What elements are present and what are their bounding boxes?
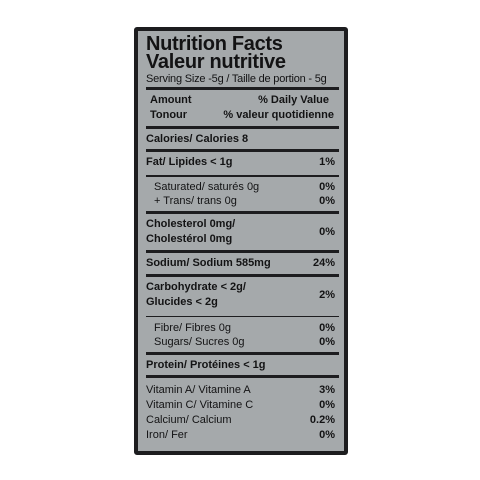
- protein-label: Protein/ Protéines < 1g: [146, 359, 266, 371]
- divider-thick: [146, 249, 339, 253]
- saturated-row: Saturated/ saturés 0g 0%: [146, 177, 339, 194]
- header-row-english: Amount % Daily Value: [146, 90, 339, 108]
- divider-thick: [146, 149, 339, 152]
- trans-label: + Trans/ trans 0g: [154, 194, 237, 207]
- fat-label: Fat/ Lipides < 1g: [146, 156, 233, 168]
- cholesterol-row: Cholesterol 0mg/ Cholestérol 0mg 0%: [146, 214, 339, 250]
- divider: [146, 315, 339, 317]
- divider-thick: [146, 126, 339, 129]
- header-row-french: Tonour % valeur quotidienne: [146, 108, 339, 126]
- vitamin-a-dv: 3%: [319, 384, 335, 396]
- fibre-dv: 0%: [319, 322, 335, 334]
- sodium-label: Sodium/ Sodium 585mg: [146, 256, 271, 269]
- calories-label: Calories/ Calories 8: [146, 133, 249, 145]
- divider-thick: [146, 273, 339, 277]
- valeur-quotidienne-label: % valeur quotidienne: [223, 109, 334, 121]
- vitamins-block: Vitamin A/ Vitamine A Vitamin C/ Vitamin…: [146, 378, 339, 443]
- carbohydrate-label-fr: Glucides < 2g: [146, 295, 218, 308]
- vitamin-c-dv: 0%: [319, 399, 335, 411]
- vitamin-c-label: Vitamin C/ Vitamine C: [146, 399, 254, 411]
- calcium-label: Calcium/ Calcium: [146, 414, 232, 426]
- saturated-label: Saturated/ saturés 0g: [154, 180, 260, 193]
- divider-thick: [146, 375, 339, 378]
- cholesterol-label-fr: Cholestérol 0mg: [146, 232, 233, 245]
- trans-row: + Trans/ trans 0g 0%: [146, 194, 339, 211]
- divider-thick: [146, 210, 339, 214]
- cholesterol-dv: 0%: [319, 225, 335, 238]
- iron-dv: 0%: [319, 429, 335, 441]
- carbohydrate-dv: 2%: [319, 288, 335, 301]
- title-french: Valeur nutritive: [146, 51, 286, 73]
- amount-label: Amount: [150, 94, 192, 106]
- sugars-dv: 0%: [319, 336, 335, 348]
- nutrition-facts-label: Nutrition Facts Valeur nutritive Serving…: [134, 27, 348, 455]
- cholesterol-label-en: Cholesterol 0mg/: [146, 217, 236, 230]
- sugars-row: Sugars/ Sucres 0g 0%: [146, 335, 339, 352]
- trans-dv: 0%: [319, 194, 335, 207]
- calories-row: Calories/ Calories 8: [146, 129, 339, 149]
- divider-thick: [146, 352, 339, 355]
- sodium-dv: 24%: [312, 256, 335, 269]
- vitamin-a-label: Vitamin A/ Vitamine A: [146, 384, 251, 396]
- protein-row: Protein/ Protéines < 1g: [146, 355, 339, 375]
- divider: [146, 175, 339, 177]
- fat-dv: 1%: [319, 156, 335, 168]
- serving-size: Serving Size -5g / Taille de portion - 5…: [146, 73, 327, 85]
- carbohydrate-label-en: Carbohydrate < 2g/: [146, 280, 246, 293]
- fibre-row: Fibre/ Fibres 0g 0%: [146, 317, 339, 335]
- calcium-dv: 0.2%: [309, 414, 335, 426]
- sugars-label: Sugars/ Sucres 0g: [154, 336, 245, 348]
- carbohydrate-row: Carbohydrate < 2g/ Glucides < 2g 2%: [146, 277, 339, 316]
- sodium-row: Sodium/ Sodium 585mg 24%: [146, 253, 339, 274]
- saturated-dv: 0%: [319, 180, 335, 193]
- teneur-label: Tonour: [150, 109, 188, 121]
- fat-row: Fat/ Lipides < 1g 1%: [146, 152, 339, 175]
- daily-value-label: % Daily Value: [258, 94, 329, 106]
- title-english: Nutrition Facts: [146, 33, 283, 55]
- iron-label: Iron/ Fer: [146, 429, 188, 441]
- fibre-label: Fibre/ Fibres 0g: [154, 322, 232, 334]
- divider-thick: [146, 87, 339, 90]
